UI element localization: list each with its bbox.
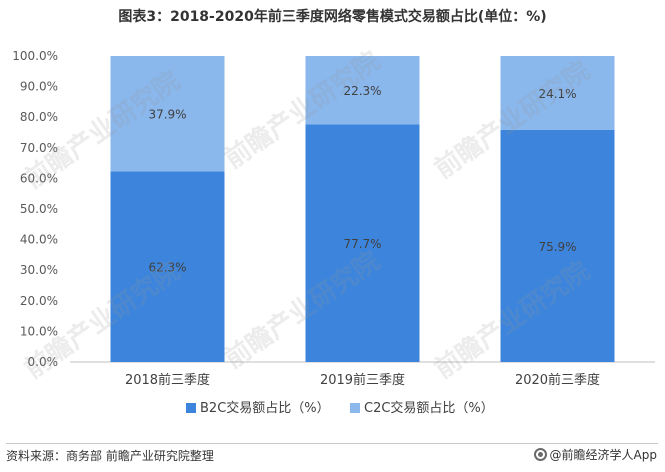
x-tick-label: 2020前三季度 (515, 372, 600, 388)
y-tick-label: 70.0% (20, 141, 58, 155)
bars: 62.3% 37.9% 77.7% 22.3% 75.9% 24.1% (110, 56, 615, 362)
source-note: 资料来源：商务部 前瞻产业研究院整理 (6, 449, 214, 463)
y-tick-label: 30.0% (20, 263, 58, 277)
y-tick-label: 50.0% (20, 202, 58, 216)
chart-title: 图表3：2018-2020年前三季度网络零售模式交易额占比(单位：%) (118, 9, 547, 25)
legend: B2C交易额占比（%） C2C交易额占比（%） (186, 400, 494, 416)
bar-c2c (110, 56, 225, 172)
data-label: 75.9% (538, 240, 576, 254)
y-tick-label: 80.0% (20, 110, 58, 124)
data-label: 22.3% (343, 84, 381, 98)
y-tick-label: 100.0% (12, 49, 58, 63)
x-tick-label: 2018前三季度 (125, 372, 210, 388)
bar-b2c (500, 129, 615, 362)
legend-swatch (186, 403, 196, 413)
y-tick-label: 10.0% (20, 324, 58, 338)
footer-divider (6, 443, 658, 444)
x-tick-label: 2019前三季度 (320, 372, 405, 388)
bar-c2c (305, 56, 420, 125)
bar-b2c (305, 124, 420, 362)
y-tick-label: 40.0% (20, 233, 58, 247)
legend-label: B2C交易额占比（%） (200, 400, 330, 416)
bar-c2c (500, 56, 615, 130)
legend-swatch (350, 403, 360, 413)
y-tick-label: 60.0% (20, 171, 58, 185)
brand-label: @前瞻经济学人App (549, 448, 657, 462)
data-label: 24.1% (538, 87, 576, 101)
brand: @前瞻经济学人App (533, 446, 657, 463)
data-label: 77.7% (343, 237, 381, 251)
y-tick-label: 90.0% (20, 80, 58, 94)
y-tick-label: 20.0% (20, 294, 58, 308)
stacked-bar-chart: 0.0% 10.0% 20.0% 30.0% 40.0% 50.0% 60.0% 70.0% 8… (12, 49, 655, 416)
bar-b2c (110, 171, 225, 362)
brand-logo-icon (533, 448, 547, 461)
data-label: 62.3% (148, 261, 186, 275)
data-label: 37.9% (148, 108, 186, 122)
y-tick-label: 0.0% (28, 355, 59, 369)
legend-label: C2C交易额占比（%） (364, 400, 494, 416)
y-axis: 0.0% 10.0% 20.0% 30.0% 40.0% 50.0% 60.0% 70.0% 8… (12, 49, 58, 369)
x-axis: 2018前三季度 2019前三季度 2020前三季度 (70, 361, 655, 388)
